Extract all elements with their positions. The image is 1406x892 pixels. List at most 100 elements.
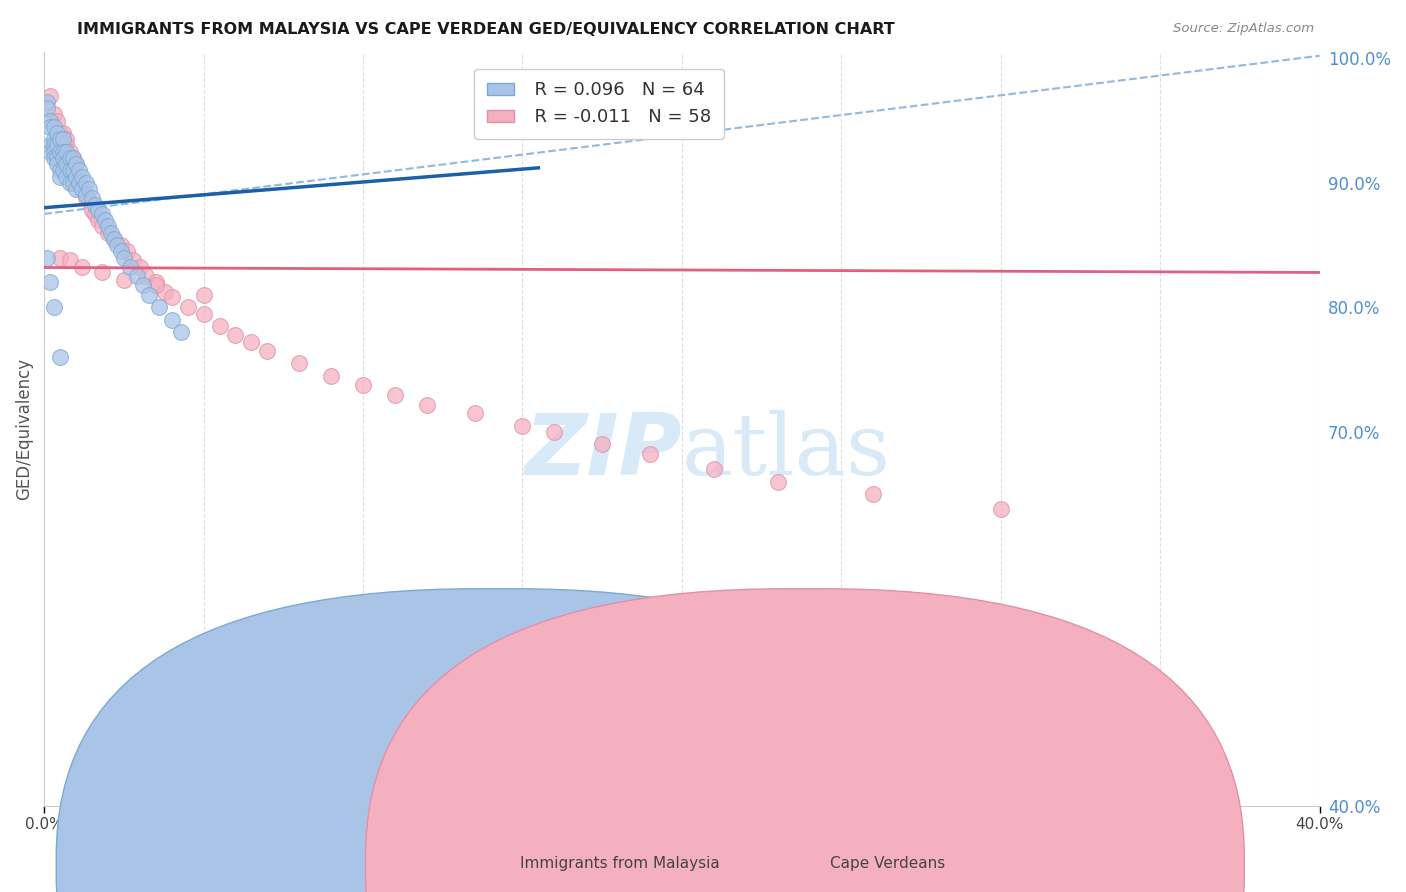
Point bbox=[72, 182, 94, 196]
Point bbox=[155, 285, 177, 300]
Point bbox=[49, 251, 72, 265]
Point bbox=[52, 138, 75, 153]
Point bbox=[703, 462, 725, 476]
Point bbox=[59, 176, 82, 190]
Point bbox=[59, 151, 82, 165]
Point bbox=[319, 368, 342, 383]
Point bbox=[100, 226, 122, 240]
Point bbox=[72, 169, 94, 184]
Point bbox=[145, 276, 167, 290]
Point bbox=[42, 145, 65, 159]
Point bbox=[65, 182, 87, 196]
Point bbox=[416, 767, 439, 781]
Point bbox=[67, 176, 90, 190]
Point bbox=[39, 145, 62, 159]
Text: Immigrants from Malaysia: Immigrants from Malaysia bbox=[520, 856, 720, 871]
Point bbox=[75, 176, 97, 190]
Point bbox=[55, 132, 77, 146]
Point bbox=[352, 377, 374, 392]
Point bbox=[464, 406, 486, 420]
Point bbox=[67, 163, 90, 178]
Text: atlas: atlas bbox=[682, 409, 891, 493]
Point bbox=[42, 138, 65, 153]
Point bbox=[62, 163, 84, 178]
Point bbox=[72, 182, 94, 196]
Point bbox=[160, 313, 183, 327]
Point bbox=[75, 191, 97, 205]
Point bbox=[80, 203, 103, 218]
Point bbox=[42, 151, 65, 165]
Point bbox=[110, 238, 132, 252]
Point bbox=[240, 335, 263, 350]
Point bbox=[125, 269, 148, 284]
Point bbox=[45, 151, 67, 165]
Point bbox=[97, 226, 120, 240]
Point bbox=[55, 157, 77, 171]
Point bbox=[160, 290, 183, 304]
Point bbox=[862, 487, 884, 501]
Point bbox=[67, 176, 90, 190]
Point bbox=[39, 88, 62, 103]
Point bbox=[49, 350, 72, 364]
Point bbox=[132, 277, 155, 292]
Point bbox=[49, 132, 72, 146]
Point bbox=[103, 232, 125, 246]
Point bbox=[39, 113, 62, 128]
Point bbox=[97, 219, 120, 234]
Point bbox=[45, 113, 67, 128]
Point bbox=[59, 253, 82, 268]
Point bbox=[55, 138, 77, 153]
Point bbox=[90, 219, 112, 234]
Text: Source: ZipAtlas.com: Source: ZipAtlas.com bbox=[1174, 22, 1315, 36]
Point bbox=[135, 269, 157, 284]
Point bbox=[37, 251, 59, 265]
Point bbox=[65, 169, 87, 184]
Point bbox=[45, 138, 67, 153]
Point bbox=[75, 188, 97, 202]
Point bbox=[107, 238, 129, 252]
Point bbox=[384, 387, 406, 401]
Point bbox=[49, 126, 72, 140]
Point bbox=[122, 253, 145, 268]
Point bbox=[45, 157, 67, 171]
Point bbox=[193, 307, 215, 321]
Point bbox=[84, 207, 107, 221]
Point bbox=[145, 277, 167, 292]
Point bbox=[90, 265, 112, 279]
Point bbox=[39, 276, 62, 290]
Point bbox=[39, 138, 62, 153]
Point bbox=[87, 213, 110, 227]
Point bbox=[256, 343, 278, 358]
Point bbox=[170, 325, 193, 339]
Point bbox=[49, 169, 72, 184]
Point bbox=[42, 301, 65, 315]
Point bbox=[112, 273, 135, 287]
Point bbox=[224, 327, 246, 342]
Text: IMMIGRANTS FROM MALAYSIA VS CAPE VERDEAN GED/EQUIVALENCY CORRELATION CHART: IMMIGRANTS FROM MALAYSIA VS CAPE VERDEAN… bbox=[77, 22, 896, 37]
Text: ZIP: ZIP bbox=[524, 410, 682, 493]
Point bbox=[90, 207, 112, 221]
Point bbox=[55, 145, 77, 159]
Point bbox=[65, 157, 87, 171]
Point bbox=[990, 502, 1012, 516]
Point bbox=[512, 418, 534, 433]
Point bbox=[138, 288, 160, 302]
Point bbox=[120, 260, 142, 275]
Point bbox=[52, 163, 75, 178]
Point bbox=[42, 132, 65, 146]
Y-axis label: GED/Equivalency: GED/Equivalency bbox=[15, 358, 32, 500]
Point bbox=[766, 475, 789, 489]
Point bbox=[103, 232, 125, 246]
Point bbox=[49, 163, 72, 178]
Point bbox=[49, 145, 72, 159]
Point bbox=[65, 169, 87, 184]
Point bbox=[42, 120, 65, 134]
Point bbox=[77, 182, 100, 196]
Point bbox=[110, 244, 132, 259]
Point bbox=[62, 151, 84, 165]
Point bbox=[591, 437, 613, 451]
Point bbox=[55, 169, 77, 184]
Point bbox=[208, 319, 231, 334]
Point bbox=[72, 260, 94, 275]
Point bbox=[52, 126, 75, 140]
